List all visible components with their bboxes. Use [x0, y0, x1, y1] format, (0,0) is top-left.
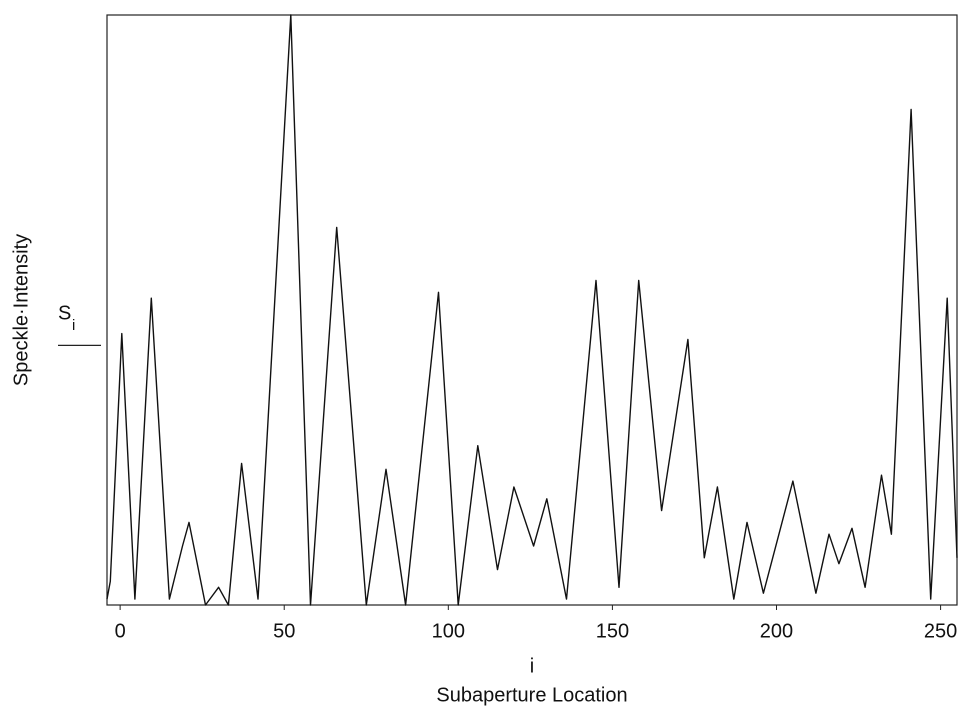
x-axis-label: Subaperture Location	[436, 684, 627, 706]
x-tick-label: 200	[760, 620, 793, 642]
y-marker-subscript: i	[72, 317, 75, 334]
plot-frame	[106, 14, 958, 606]
y-axis-label: Speckle·Intensity	[10, 234, 32, 386]
x-tick-label: 250	[924, 620, 957, 642]
x-tick-label: 100	[432, 620, 465, 642]
x-tick-label: 0	[115, 620, 126, 642]
y-marker-label: S	[58, 302, 71, 324]
x-tick-label: 50	[273, 620, 295, 642]
x-symbol: i	[530, 655, 534, 677]
x-tick-label: 150	[596, 620, 629, 642]
data-line	[106, 14, 958, 606]
